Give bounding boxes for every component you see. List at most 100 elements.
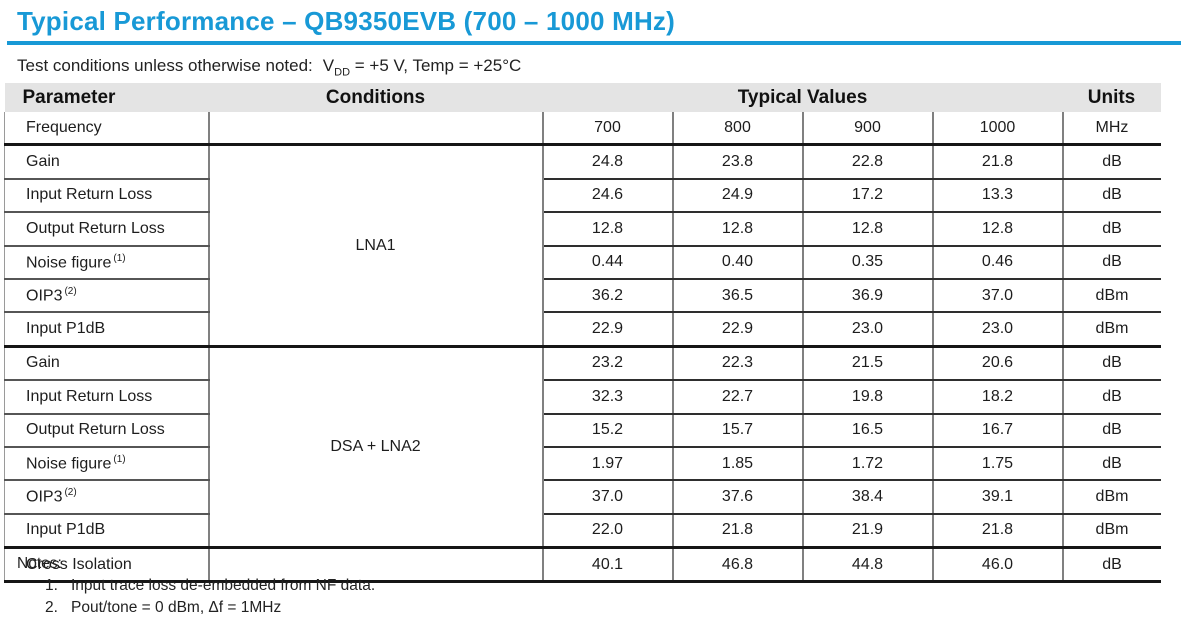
- table-header: Parameter Conditions Typical Values Unit…: [4, 83, 1161, 112]
- footnote-ref: (2): [64, 285, 77, 297]
- footnote-ref: (1): [113, 453, 126, 465]
- unit-cell: dB: [1062, 144, 1161, 180]
- value-cell: 39.1: [932, 480, 1064, 515]
- parameter-cell: OIP3 (2): [4, 480, 210, 515]
- value-cell: 16.7: [932, 413, 1064, 448]
- parameter-label: Noise figure: [26, 455, 112, 473]
- page-title: Typical Performance – QB9350EVB (700 – 1…: [17, 6, 675, 36]
- parameter-cell: Noise figure (1): [4, 245, 210, 280]
- notes-section: Notes: 1. Input trace loss de-embedded f…: [17, 555, 375, 619]
- value-cell: 0.44: [542, 245, 674, 280]
- value-cell: 12.8: [672, 212, 804, 247]
- parameter-label: Output Return Loss: [26, 219, 165, 237]
- unit-cell: dBm: [1062, 513, 1161, 550]
- value-cell: 23.0: [932, 312, 1064, 348]
- value-cell: 21.9: [802, 513, 934, 550]
- col-header-units: Units: [1062, 83, 1161, 112]
- test-conditions-suffix: = +5 V, Temp = +25°C: [354, 56, 522, 75]
- value-cell: 23.8: [672, 144, 804, 180]
- col-header-typical-values: Typical Values: [542, 83, 1063, 112]
- footnote-ref: (1): [113, 252, 126, 264]
- value-cell: 1.85: [672, 446, 804, 482]
- value-cell: 1000: [932, 112, 1064, 147]
- value-cell: 36.9: [802, 278, 934, 314]
- condition-cell: LNA1: [208, 144, 544, 348]
- typical-performance-table: Parameter Conditions Typical Values Unit…: [4, 83, 1161, 584]
- col-header-parameter: Parameter: [4, 83, 209, 112]
- parameter-label: Gain: [26, 153, 60, 171]
- footnote-ref: (2): [64, 487, 77, 499]
- parameter-cell: Input P1dB: [4, 513, 210, 550]
- value-cell: 22.8: [802, 144, 934, 180]
- table-row: Input Return Loss 32.3 22.7 19.8 18.2 dB: [4, 380, 1161, 415]
- parameter-cell: Noise figure (1): [4, 446, 210, 482]
- note-number: 2.: [45, 599, 58, 616]
- value-cell: 700: [542, 112, 674, 147]
- value-cell: 44.8: [802, 547, 934, 584]
- value-cell: 21.8: [932, 144, 1064, 180]
- parameter-cell: Input Return Loss: [4, 380, 210, 415]
- note-item: 1. Input trace loss de-embedded from NF …: [45, 575, 375, 597]
- parameter-cell: Output Return Loss: [4, 413, 210, 448]
- value-cell: 13.3: [932, 178, 1064, 214]
- value-cell: 17.2: [802, 178, 934, 214]
- parameter-cell: Input Return Loss: [4, 178, 210, 214]
- parameter-label: Input P1dB: [26, 521, 106, 539]
- value-cell: 37.0: [932, 278, 1064, 314]
- value-cell: 15.7: [672, 413, 804, 448]
- table-row: OIP3 (2) 37.0 37.6 38.4 39.1 dBm: [4, 480, 1161, 515]
- unit-cell: dB: [1062, 446, 1161, 482]
- value-cell: 46.8: [672, 547, 804, 584]
- value-cell: 0.40: [672, 245, 804, 280]
- table-row: Gain DSA + LNA2 23.2 22.3 21.5 20.6 dB: [4, 346, 1161, 550]
- value-cell: 900: [802, 112, 934, 147]
- table-row: OIP3 (2) 36.2 36.5 36.9 37.0 dBm: [4, 278, 1161, 314]
- value-cell: 12.8: [542, 212, 674, 247]
- value-cell: 12.8: [802, 212, 934, 247]
- value-cell: 21.8: [932, 513, 1064, 550]
- value-cell: 24.8: [542, 144, 674, 180]
- note-text: Input trace loss de-embedded from NF dat…: [71, 577, 376, 594]
- parameter-label: Input Return Loss: [26, 186, 153, 204]
- parameter-cell: Output Return Loss: [4, 212, 210, 247]
- unit-cell: dB: [1062, 346, 1161, 382]
- condition-cell: [208, 547, 544, 584]
- parameter-label: Input P1dB: [26, 320, 106, 338]
- table-row: Frequency 700 800 900 1000 MHz: [4, 112, 1161, 147]
- title-underline-rule: [7, 41, 1181, 45]
- table-row: Input P1dB 22.9 22.9 23.0 23.0 dBm: [4, 312, 1161, 348]
- value-cell: 22.7: [672, 380, 804, 415]
- table-row: Output Return Loss 15.2 15.7 16.5 16.7 dB: [4, 413, 1161, 448]
- parameter-label: Noise figure: [26, 253, 112, 271]
- parameter-label: Frequency: [26, 118, 102, 136]
- value-cell: 15.2: [542, 413, 674, 448]
- value-cell: 36.2: [542, 278, 674, 314]
- parameter-cell: Input P1dB: [4, 312, 210, 348]
- note-item: 2. Pout/tone = 0 dBm, Δf = 1MHz: [45, 597, 375, 619]
- parameter-cell: Frequency: [4, 112, 210, 147]
- value-cell: 800: [672, 112, 804, 147]
- notes-label: Notes:: [17, 555, 62, 572]
- value-cell: 21.8: [672, 513, 804, 550]
- value-cell: 0.46: [932, 245, 1064, 280]
- test-conditions: Test conditions unless otherwise noted: V…: [17, 56, 522, 79]
- parameter-label: Output Return Loss: [26, 421, 165, 439]
- condition-cell: DSA + LNA2: [208, 346, 544, 550]
- value-cell: 1.75: [932, 446, 1064, 482]
- parameter-cell: Gain: [4, 144, 210, 180]
- parameter-cell: OIP3 (2): [4, 278, 210, 314]
- unit-cell: dB: [1062, 178, 1161, 214]
- value-cell: 21.5: [802, 346, 934, 382]
- vdd-subscript: DD: [334, 66, 351, 79]
- value-cell: 22.3: [672, 346, 804, 382]
- unit-cell: dBm: [1062, 278, 1161, 314]
- value-cell: 1.72: [802, 446, 934, 482]
- value-cell: 36.5: [672, 278, 804, 314]
- table-row: Gain LNA1 24.8 23.8 22.8 21.8 dB: [4, 144, 1161, 348]
- parameter-label: Input Return Loss: [26, 387, 153, 405]
- parameter-cell: Gain: [4, 346, 210, 382]
- value-cell: 40.1: [542, 547, 674, 584]
- note-number: 1.: [45, 577, 58, 594]
- value-cell: 37.0: [542, 480, 674, 515]
- value-cell: 37.6: [672, 480, 804, 515]
